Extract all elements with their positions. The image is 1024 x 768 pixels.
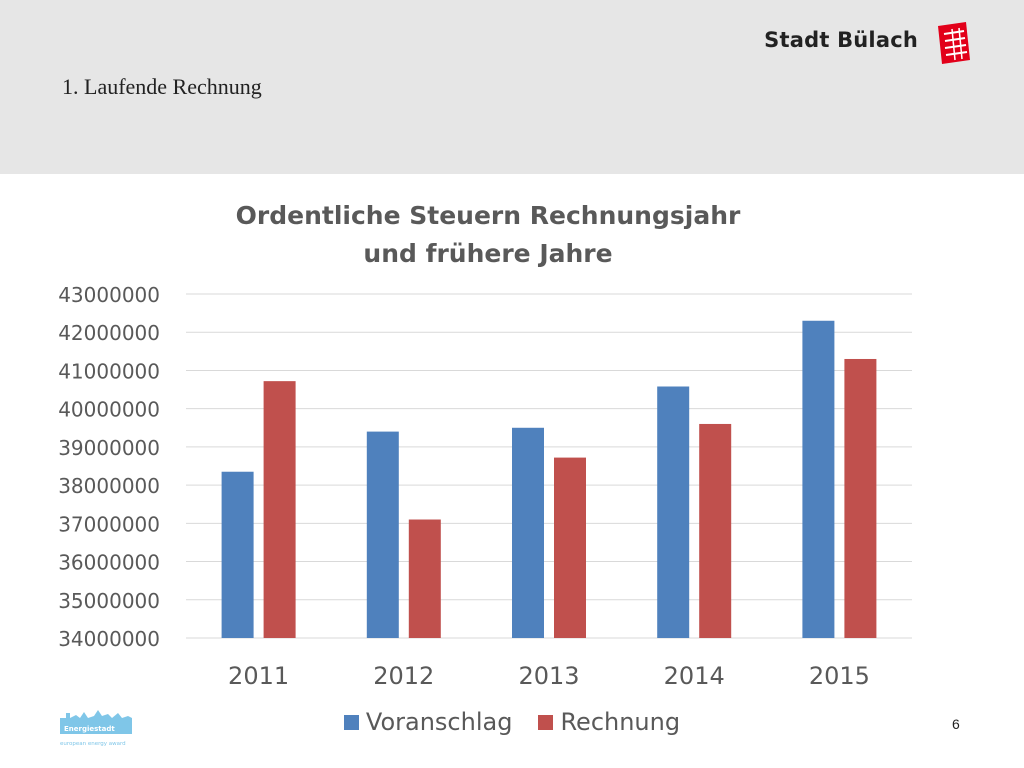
y-tick-label: 34000000: [58, 627, 160, 651]
y-tick-label: 41000000: [58, 359, 160, 383]
y-tick-label: 36000000: [58, 551, 160, 575]
legend-item-voranschlag: Voranschlag: [343, 708, 513, 736]
energiestadt-logo-tagline: european energy award: [60, 741, 126, 747]
bar-voranschlag-2015: [802, 320, 835, 638]
chart-title: Ordentliche Steuern Rechnungsjahr und fr…: [236, 201, 741, 268]
chart-bars: [221, 320, 877, 638]
x-tick-label: 2015: [809, 662, 870, 690]
y-tick-label: 42000000: [58, 321, 160, 345]
bar-rechnung-2013: [554, 457, 586, 638]
x-tick-label: 2013: [518, 662, 579, 690]
energiestadt-logo-name: Energiestadt: [64, 725, 115, 733]
legend-swatch-rechnung: [538, 714, 554, 730]
chart-legend: Voranschlag Rechnung: [0, 704, 1024, 740]
y-tick-label: 43000000: [58, 283, 160, 307]
x-tick-label: 2011: [228, 662, 289, 690]
energiestadt-logo-icon: Energiestadt european energy award: [60, 710, 132, 747]
bar-voranschlag-2013: [512, 427, 544, 638]
y-axis-ticks: 34000000 35000000 36000000 37000000 38000000…: [58, 283, 160, 651]
bar-rechnung-2014: [699, 423, 732, 638]
y-tick-label: 38000000: [58, 474, 160, 498]
stadt-buelach-logo-icon: [938, 22, 970, 64]
slide-header: [0, 0, 1024, 174]
brand-name: Stadt Bülach: [764, 28, 918, 52]
y-tick-label: 35000000: [58, 589, 160, 613]
chart-gridlines: [186, 293, 912, 639]
x-axis-ticks: 2011 2012 2013 2014 2015: [228, 662, 870, 690]
y-tick-label: 37000000: [58, 512, 160, 536]
y-tick-label: 39000000: [58, 436, 160, 460]
x-tick-label: 2014: [664, 662, 725, 690]
slide-title: 1. Laufende Rechnung: [62, 74, 262, 99]
legend-item-rechnung: Rechnung: [538, 708, 680, 736]
chart-title-line: Ordentliche Steuern Rechnungsjahr: [236, 201, 741, 230]
bar-voranschlag-2011: [221, 471, 254, 638]
bar-rechnung-2011: [263, 381, 296, 638]
tax-bar-chart: Ordentliche Steuern Rechnungsjahr und fr…: [58, 201, 912, 690]
legend-label-voranschlag: Voranschlag: [365, 708, 513, 736]
bar-voranschlag-2012: [366, 431, 399, 638]
chart-title-line: und frühere Jahre: [363, 239, 612, 268]
y-tick-label: 40000000: [58, 398, 160, 422]
page-number: 6: [952, 716, 960, 732]
bar-rechnung-2012: [408, 519, 441, 638]
x-tick-label: 2012: [373, 662, 434, 690]
legend-swatch-voranschlag: [343, 714, 359, 730]
bar-voranschlag-2014: [657, 386, 690, 638]
bar-rechnung-2015: [844, 358, 877, 638]
legend-label-rechnung: Rechnung: [560, 708, 681, 736]
